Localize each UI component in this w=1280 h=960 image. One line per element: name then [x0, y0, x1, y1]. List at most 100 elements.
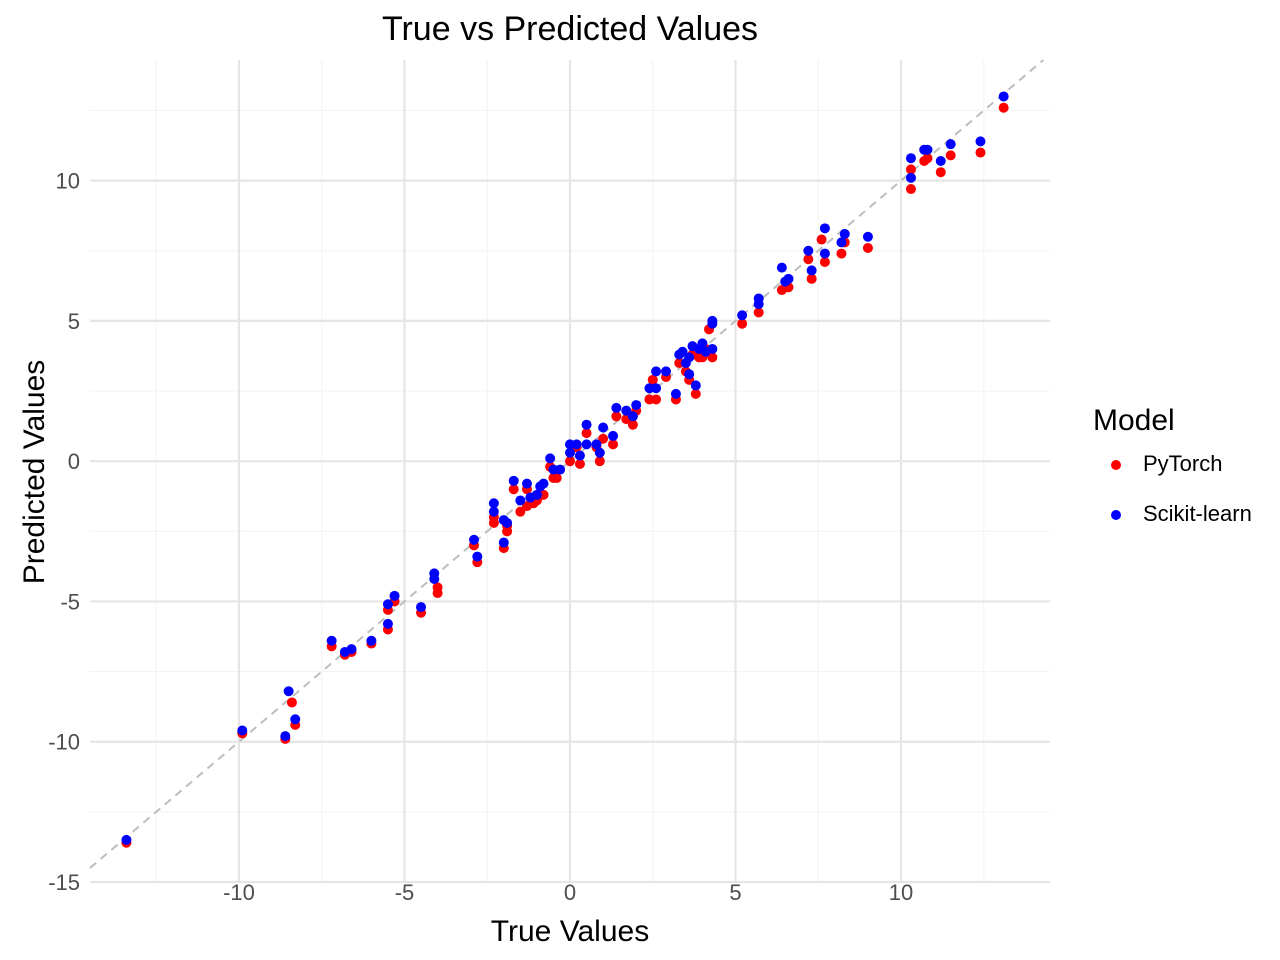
point-pytorch — [551, 473, 562, 484]
point-scikit-learn — [594, 447, 605, 458]
point-scikit-learn — [690, 380, 701, 391]
point-scikit-learn — [631, 400, 642, 411]
point-scikit-learn — [608, 430, 619, 441]
point-pytorch — [862, 242, 873, 253]
point-scikit-learn — [819, 223, 830, 234]
point-scikit-learn — [836, 237, 847, 248]
point-pytorch — [488, 517, 499, 528]
point-scikit-learn — [737, 310, 748, 321]
point-scikit-learn — [839, 228, 850, 239]
legend-items: PyTorch Scikit-learn — [1111, 451, 1252, 526]
x-axis-ticks: -10 -5 0 5 10 — [223, 880, 913, 905]
point-scikit-learn — [945, 139, 956, 150]
point-scikit-learn — [753, 299, 764, 310]
point-scikit-learn — [819, 248, 830, 259]
point-scikit-learn — [382, 599, 393, 610]
legend-label-pytorch: PyTorch — [1143, 451, 1222, 476]
point-scikit-learn — [521, 478, 532, 489]
point-pytorch — [502, 526, 513, 537]
point-pytorch — [594, 456, 605, 467]
point-scikit-learn — [283, 686, 294, 697]
point-scikit-learn — [574, 450, 585, 461]
point-scikit-learn — [121, 834, 132, 845]
y-axis-title: Predicted Values — [18, 360, 51, 585]
point-scikit-learn — [416, 602, 427, 613]
x-tick-label: 5 — [729, 880, 741, 905]
point-scikit-learn — [531, 489, 542, 500]
major-gridlines — [90, 60, 1050, 884]
point-pytorch — [651, 394, 662, 405]
point-pytorch — [581, 428, 592, 439]
legend-label-scikit-learn: Scikit-learn — [1143, 501, 1252, 526]
point-scikit-learn — [429, 574, 440, 585]
point-scikit-learn — [237, 725, 248, 736]
point-scikit-learn — [488, 506, 499, 517]
point-pytorch — [737, 318, 748, 329]
point-pytorch — [627, 419, 638, 430]
point-pytorch — [905, 164, 916, 175]
point-scikit-learn — [366, 635, 377, 646]
point-scikit-learn — [545, 453, 556, 464]
y-tick-label: 5 — [68, 309, 80, 334]
point-scikit-learn — [707, 315, 718, 326]
point-pytorch — [565, 456, 575, 467]
point-scikit-learn — [651, 366, 662, 377]
point-pytorch — [935, 167, 946, 178]
legend: Model PyTorch Scikit-learn — [1093, 404, 1252, 526]
point-pytorch — [508, 484, 519, 495]
point-scikit-learn — [581, 439, 592, 450]
point-scikit-learn — [684, 352, 695, 363]
data-points — [121, 91, 1009, 848]
x-tick-label: -5 — [395, 880, 415, 905]
point-scikit-learn — [707, 343, 718, 354]
y-tick-label: -10 — [48, 730, 80, 755]
point-pytorch — [922, 153, 933, 164]
y-tick-label: -5 — [60, 589, 80, 614]
point-scikit-learn — [783, 273, 794, 284]
point-scikit-learn — [806, 265, 817, 276]
point-scikit-learn — [498, 537, 509, 548]
point-scikit-learn — [905, 153, 916, 164]
point-pytorch — [611, 411, 622, 422]
point-scikit-learn — [598, 422, 609, 433]
chart-title: True vs Predicted Values — [382, 10, 758, 48]
point-scikit-learn — [998, 91, 1009, 102]
point-scikit-learn — [862, 231, 873, 242]
point-scikit-learn — [571, 439, 582, 450]
point-scikit-learn — [290, 714, 301, 725]
point-scikit-learn — [502, 517, 513, 528]
x-tick-label: 10 — [889, 880, 913, 905]
y-tick-label: 10 — [56, 169, 80, 194]
point-scikit-learn — [280, 731, 291, 742]
point-pytorch — [598, 433, 609, 444]
point-scikit-learn — [975, 136, 986, 147]
point-scikit-learn — [326, 635, 337, 646]
x-tick-label: -10 — [223, 880, 255, 905]
point-pytorch — [286, 697, 297, 708]
point-pytorch — [753, 307, 764, 318]
point-scikit-learn — [905, 172, 916, 183]
point-pytorch — [803, 254, 814, 265]
reference-line-y-equals-x — [89, 59, 1045, 869]
x-axis-title: True Values — [491, 915, 649, 948]
legend-key-scikit-learn — [1111, 510, 1121, 520]
legend-title: Model — [1093, 404, 1175, 437]
legend-key-pytorch — [1111, 460, 1121, 470]
point-pytorch — [905, 184, 916, 195]
point-scikit-learn — [651, 383, 662, 394]
point-scikit-learn — [677, 346, 688, 357]
point-scikit-learn — [469, 534, 479, 545]
y-axis-ticks: -15 -10 -5 0 5 10 — [48, 169, 80, 895]
point-scikit-learn — [803, 245, 814, 256]
point-pytorch — [515, 506, 526, 517]
y-tick-label: 0 — [68, 449, 80, 474]
point-scikit-learn — [538, 478, 549, 489]
point-pytorch — [707, 352, 718, 363]
point-scikit-learn — [697, 338, 708, 349]
point-scikit-learn — [382, 618, 393, 629]
point-pytorch — [836, 248, 847, 259]
point-pytorch — [608, 439, 619, 450]
point-scikit-learn — [922, 144, 933, 155]
point-scikit-learn — [684, 369, 695, 380]
